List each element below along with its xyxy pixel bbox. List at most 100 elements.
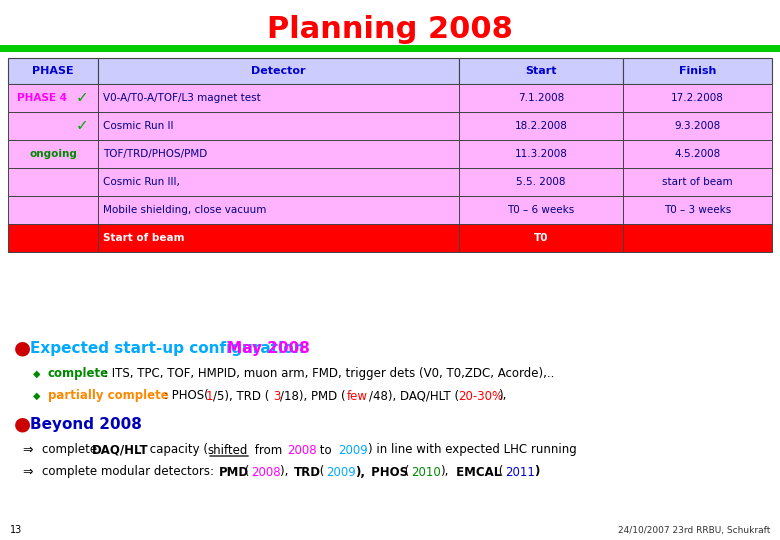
Text: ),: ), xyxy=(498,389,506,402)
Bar xyxy=(8,140,98,168)
Text: ●: ● xyxy=(14,415,31,434)
Text: ongoing: ongoing xyxy=(29,149,77,159)
Text: EMCAL: EMCAL xyxy=(452,465,502,478)
Bar xyxy=(459,168,623,196)
Bar xyxy=(8,196,98,224)
Text: /18), PMD (: /18), PMD ( xyxy=(280,389,346,402)
Bar xyxy=(98,168,459,196)
Bar xyxy=(98,84,459,112)
Bar xyxy=(98,196,459,224)
Text: ): ) xyxy=(534,465,540,478)
Bar xyxy=(98,224,459,252)
Bar xyxy=(623,112,772,140)
Text: Finish: Finish xyxy=(679,66,716,76)
Text: /5), TRD (: /5), TRD ( xyxy=(213,389,269,402)
Text: 7.1.2008: 7.1.2008 xyxy=(518,93,564,103)
Text: ⇒: ⇒ xyxy=(22,465,33,478)
Text: T0 – 3 weeks: T0 – 3 weeks xyxy=(664,205,731,215)
Bar xyxy=(98,112,459,140)
Text: ◆: ◆ xyxy=(34,369,41,379)
Text: ●: ● xyxy=(14,339,31,357)
Text: Expected start-up configuration: Expected start-up configuration xyxy=(30,341,310,355)
Bar xyxy=(8,224,98,252)
Bar xyxy=(459,224,623,252)
Bar xyxy=(459,84,623,112)
Bar xyxy=(459,112,623,140)
Text: partially complete: partially complete xyxy=(48,389,168,402)
Text: Cosmic Run II: Cosmic Run II xyxy=(103,121,174,131)
Bar xyxy=(623,168,772,196)
Bar xyxy=(8,84,98,112)
Text: (: ( xyxy=(495,465,503,478)
Text: complete modular detectors:: complete modular detectors: xyxy=(42,465,218,478)
Bar xyxy=(623,84,772,112)
Text: T0 – 6 weeks: T0 – 6 weeks xyxy=(507,205,575,215)
Text: 11.3.2008: 11.3.2008 xyxy=(515,149,567,159)
Text: PHASE 4: PHASE 4 xyxy=(17,93,67,103)
Text: ),: ), xyxy=(355,465,365,478)
Text: Detector: Detector xyxy=(251,66,306,76)
Text: ◆: ◆ xyxy=(34,391,41,401)
Bar xyxy=(623,196,772,224)
Text: ),: ), xyxy=(280,465,292,478)
Text: shifted: shifted xyxy=(207,443,247,456)
Text: few: few xyxy=(347,389,368,402)
Text: Start of beam: Start of beam xyxy=(103,233,185,243)
Text: 2010: 2010 xyxy=(411,465,441,478)
Text: (: ( xyxy=(241,465,250,478)
Text: 2009: 2009 xyxy=(326,465,356,478)
Text: 1: 1 xyxy=(206,389,214,402)
Text: ),: ), xyxy=(440,465,448,478)
Text: Mobile shielding, close vacuum: Mobile shielding, close vacuum xyxy=(103,205,267,215)
Text: start of beam: start of beam xyxy=(662,177,733,187)
Text: May 2008: May 2008 xyxy=(227,341,310,355)
Text: : ITS, TPC, TOF, HMPID, muon arm, FMD, trigger dets (V0, T0,ZDC, Acorde),..: : ITS, TPC, TOF, HMPID, muon arm, FMD, t… xyxy=(104,368,555,381)
Bar xyxy=(8,58,98,84)
Text: ⇒: ⇒ xyxy=(22,443,33,456)
Bar xyxy=(459,140,623,168)
Text: from: from xyxy=(251,443,286,456)
Text: DAQ/HLT: DAQ/HLT xyxy=(92,443,149,456)
Text: Planning 2008: Planning 2008 xyxy=(267,16,513,44)
Text: 17.2.2008: 17.2.2008 xyxy=(671,93,724,103)
Text: Beyond 2008: Beyond 2008 xyxy=(30,416,142,431)
Text: /48), DAQ/HLT (: /48), DAQ/HLT ( xyxy=(369,389,459,402)
Bar xyxy=(8,112,98,140)
Text: complete: complete xyxy=(42,443,101,456)
Text: PHASE: PHASE xyxy=(32,66,74,76)
Text: TOF/TRD/PHOS/PMD: TOF/TRD/PHOS/PMD xyxy=(103,149,207,159)
Text: 4.5.2008: 4.5.2008 xyxy=(675,149,721,159)
Text: 18.2.2008: 18.2.2008 xyxy=(515,121,567,131)
Text: T0: T0 xyxy=(534,233,548,243)
Bar xyxy=(623,224,772,252)
Bar xyxy=(623,58,772,84)
Text: 9.3.2008: 9.3.2008 xyxy=(675,121,721,131)
Text: 2009: 2009 xyxy=(338,443,367,456)
Text: Start: Start xyxy=(525,66,557,76)
Text: 3: 3 xyxy=(273,389,280,402)
Text: 24/10/2007 23rd RRBU, Schukraft: 24/10/2007 23rd RRBU, Schukraft xyxy=(618,525,770,535)
Text: TRD: TRD xyxy=(294,465,321,478)
Bar xyxy=(459,58,623,84)
Text: PMD: PMD xyxy=(219,465,249,478)
Text: (: ( xyxy=(316,465,324,478)
Bar xyxy=(459,196,623,224)
Text: 2008: 2008 xyxy=(287,443,317,456)
Text: ✓: ✓ xyxy=(76,118,88,133)
Text: (: ( xyxy=(401,465,410,478)
Text: Cosmic Run III,: Cosmic Run III, xyxy=(103,177,180,187)
Bar xyxy=(8,168,98,196)
Bar xyxy=(623,140,772,168)
Bar xyxy=(98,140,459,168)
Text: to: to xyxy=(316,443,335,456)
Text: PHOS: PHOS xyxy=(367,465,408,478)
Text: 2011: 2011 xyxy=(505,465,535,478)
Bar xyxy=(0,45,780,52)
Bar xyxy=(98,58,459,84)
Text: 20-30%: 20-30% xyxy=(458,389,503,402)
Text: ✓: ✓ xyxy=(76,91,88,105)
Text: 5.5. 2008: 5.5. 2008 xyxy=(516,177,566,187)
Text: 13: 13 xyxy=(10,525,23,535)
Text: ) in line with expected LHC running: ) in line with expected LHC running xyxy=(368,443,576,456)
Text: capacity (: capacity ( xyxy=(146,443,208,456)
